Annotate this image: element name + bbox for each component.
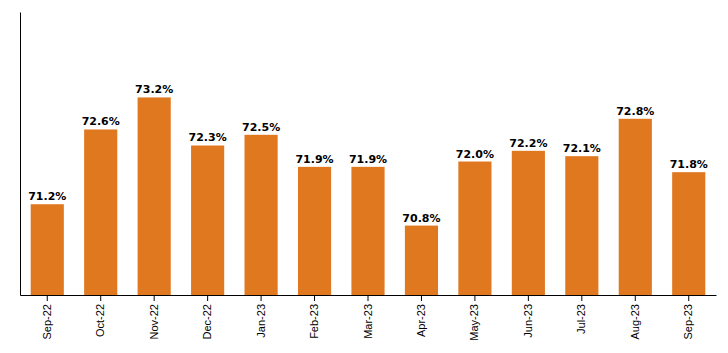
x-tick-label: Jul-23 — [575, 304, 587, 334]
x-tick: Nov-22 — [148, 295, 160, 339]
x-tick-label: Apr-23 — [415, 304, 427, 337]
x-tick: Jan-23 — [255, 295, 267, 338]
x-tick-mark — [368, 295, 369, 301]
x-tick: May-23 — [468, 295, 480, 341]
y-axis — [20, 13, 21, 296]
x-tick-mark — [207, 295, 208, 301]
x-tick: Sep-23 — [682, 295, 694, 339]
x-tick-label: Feb-23 — [308, 304, 320, 339]
x-tick-mark — [528, 295, 529, 301]
x-tick: Apr-23 — [415, 295, 427, 337]
bars — [31, 97, 706, 295]
bar — [512, 151, 545, 295]
x-tick: Sep-22 — [41, 295, 53, 339]
x-tick: Feb-23 — [308, 295, 320, 339]
bar — [672, 172, 705, 295]
bar — [405, 226, 438, 295]
bar — [298, 167, 331, 295]
x-tick-label: May-23 — [468, 304, 480, 341]
x-tick-mark — [154, 295, 155, 301]
x-tick-label: Sep-22 — [41, 304, 53, 339]
x-tick-label: Jan-23 — [255, 304, 267, 338]
x-tick: Jul-23 — [575, 295, 587, 334]
x-tick-label: Aug-23 — [629, 304, 641, 339]
x-tick: Dec-22 — [201, 295, 213, 339]
data-label: 70.8% — [402, 212, 440, 225]
bar — [138, 97, 171, 295]
x-tick-label: Jun-23 — [522, 304, 534, 338]
x-tick-label: Nov-22 — [148, 304, 160, 339]
data-label: 72.3% — [189, 131, 227, 144]
bar — [351, 167, 384, 295]
x-tick: Mar-23 — [362, 295, 374, 339]
bar — [565, 156, 598, 295]
x-tick-mark — [581, 295, 582, 301]
x-tick-mark — [688, 295, 689, 301]
bar — [619, 119, 652, 295]
data-label: 72.1% — [563, 142, 601, 155]
x-tick-mark — [474, 295, 475, 301]
x-tick: Aug-23 — [629, 295, 641, 339]
data-label: 72.2% — [509, 137, 547, 150]
bar — [84, 129, 117, 295]
bar — [31, 204, 64, 295]
x-tick-mark — [314, 295, 315, 301]
data-label: 72.0% — [456, 148, 494, 161]
data-label: 71.2% — [28, 190, 66, 203]
x-tick-mark — [635, 295, 636, 301]
data-label: 72.5% — [242, 121, 280, 134]
data-label: 72.8% — [616, 105, 654, 118]
bar — [245, 135, 278, 295]
x-tick-mark — [261, 295, 262, 301]
data-label: 71.8% — [670, 158, 708, 171]
x-tick-mark — [47, 295, 48, 301]
data-label: 71.9% — [349, 153, 387, 166]
x-tick: Jun-23 — [522, 295, 534, 338]
data-label: 73.2% — [135, 83, 173, 96]
x-tick-label: Dec-22 — [201, 304, 213, 339]
x-tick: Oct-22 — [94, 295, 106, 337]
data-label: 71.9% — [295, 153, 333, 166]
data-labels: 71.2% 72.6% 73.2% 72.3% 72.5% 71.9% 71.9% 70.8%… — [28, 83, 708, 224]
x-tick-mark — [100, 295, 101, 301]
data-label: 72.6% — [82, 115, 120, 128]
plot: Sep-22 Oct-22 Nov-22 Dec-22 Jan-23 Feb-23 Mar-… — [21, 13, 717, 353]
x-tick-label: Mar-23 — [362, 304, 374, 339]
x-axis: Sep-22 Oct-22 Nov-22 Dec-22 Jan-23 Feb-23 Mar-… — [21, 295, 717, 341]
x-tick-label: Oct-22 — [94, 304, 106, 337]
bar — [191, 145, 224, 295]
x-tick-label: Sep-23 — [682, 304, 694, 339]
bar — [458, 162, 491, 295]
y-axis-line — [20, 13, 21, 296]
chart: Sep-22 Oct-22 Nov-22 Dec-22 Jan-23 Feb-23 Mar-… — [0, 0, 728, 353]
x-tick-mark — [421, 295, 422, 301]
